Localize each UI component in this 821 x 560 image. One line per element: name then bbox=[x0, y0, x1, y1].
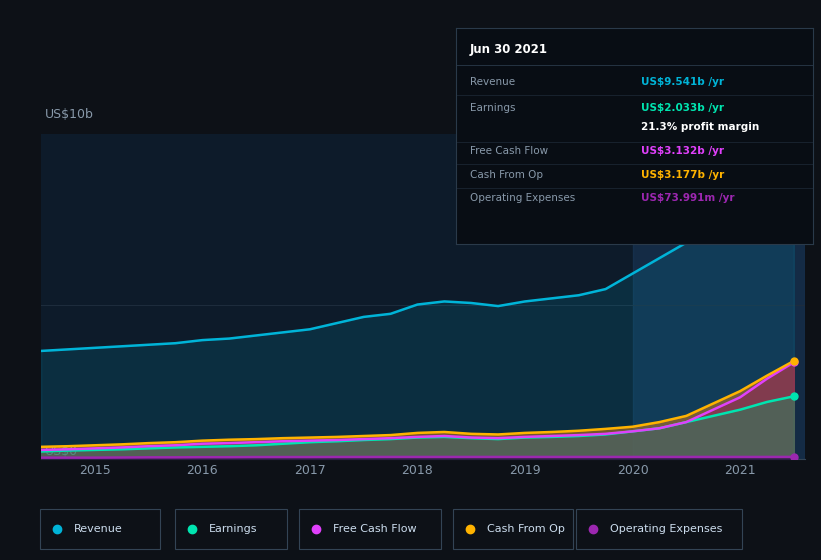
Bar bbox=[576, 509, 742, 549]
Text: Revenue: Revenue bbox=[74, 524, 123, 534]
Text: US$73.991m /yr: US$73.991m /yr bbox=[641, 193, 735, 203]
Text: Operating Expenses: Operating Expenses bbox=[610, 524, 722, 534]
Text: US$3.132b /yr: US$3.132b /yr bbox=[641, 146, 724, 156]
Text: US$2.033b /yr: US$2.033b /yr bbox=[641, 103, 724, 113]
Text: Free Cash Flow: Free Cash Flow bbox=[333, 524, 416, 534]
Text: US$3.177b /yr: US$3.177b /yr bbox=[641, 170, 725, 180]
Text: Earnings: Earnings bbox=[470, 103, 516, 113]
Text: 21.3% profit margin: 21.3% profit margin bbox=[641, 122, 759, 132]
Text: Jun 30 2021: Jun 30 2021 bbox=[470, 43, 548, 56]
Text: US$10b: US$10b bbox=[45, 109, 94, 122]
Bar bbox=[175, 509, 287, 549]
Text: Cash From Op: Cash From Op bbox=[470, 170, 543, 180]
Text: Revenue: Revenue bbox=[470, 77, 515, 87]
Text: Operating Expenses: Operating Expenses bbox=[470, 193, 576, 203]
Text: US$9.541b /yr: US$9.541b /yr bbox=[641, 77, 724, 87]
Bar bbox=[632, 134, 805, 459]
Text: Earnings: Earnings bbox=[209, 524, 258, 534]
Bar bbox=[299, 509, 442, 549]
Bar bbox=[40, 509, 159, 549]
Bar bbox=[453, 509, 572, 549]
Text: US$0: US$0 bbox=[45, 445, 78, 458]
Text: Free Cash Flow: Free Cash Flow bbox=[470, 146, 548, 156]
Text: Cash From Op: Cash From Op bbox=[487, 524, 565, 534]
